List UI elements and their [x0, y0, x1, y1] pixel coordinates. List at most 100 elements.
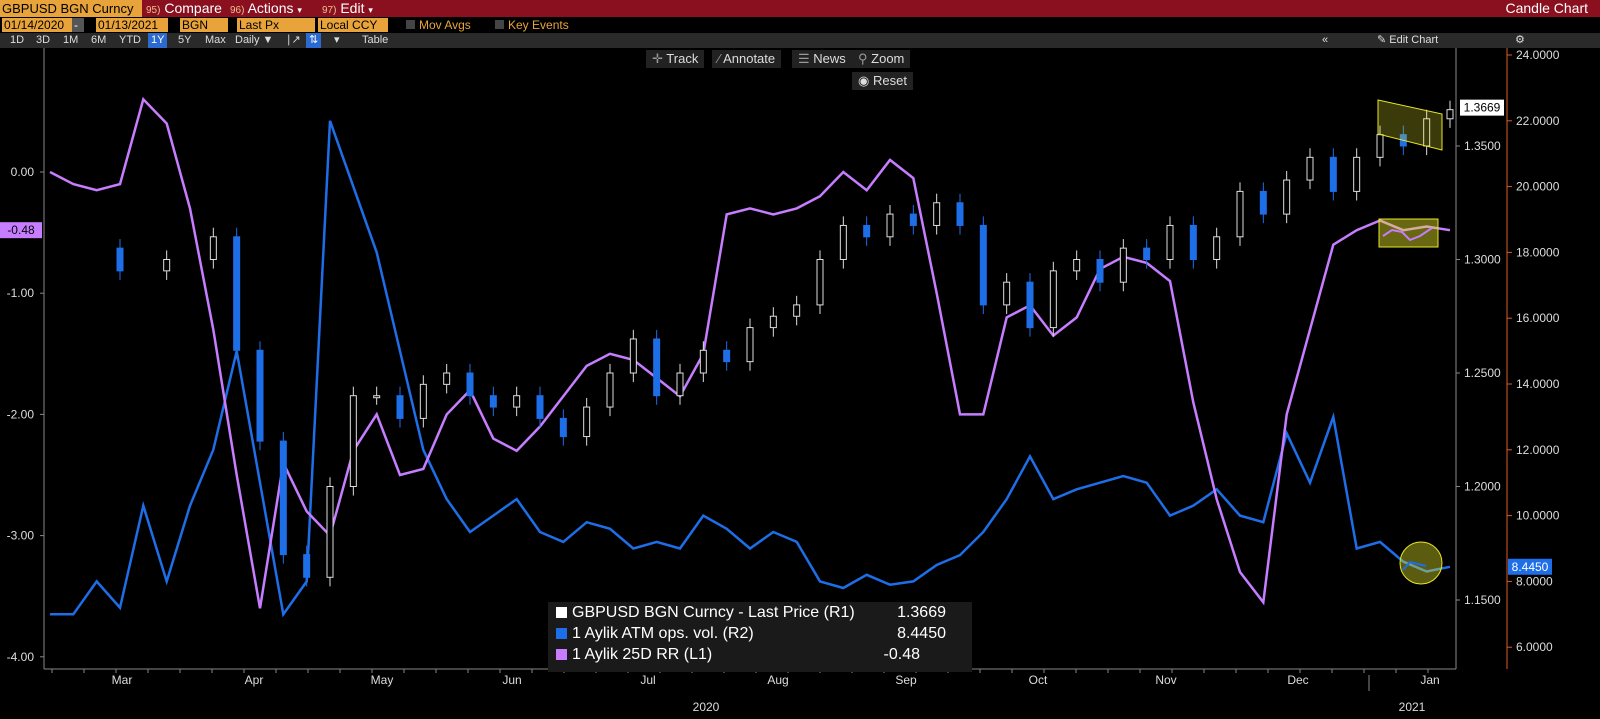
vol-series-line: [50, 120, 1451, 618]
table-button[interactable]: Table: [362, 34, 389, 46]
legend-value-price: 1.3669: [897, 604, 946, 621]
collapse-icon[interactable]: «: [1322, 34, 1329, 46]
checkbox-icon: [495, 20, 504, 29]
edit-chart-label: Edit Chart: [1389, 34, 1439, 46]
r2-tick-label: 14.0000: [1516, 377, 1560, 391]
vol-last-tag: 8.4450: [1512, 560, 1549, 574]
parameter-bar: 01/14/2020 - 01/13/2021 BGN Last Px Loca…: [0, 17, 1600, 33]
r2-tick-label: 20.0000: [1516, 180, 1560, 194]
x-tick-label: Apr: [245, 673, 264, 687]
gear-icon[interactable]: ⚙: [1515, 34, 1525, 46]
price-candle: [1423, 118, 1431, 147]
chevron-down-icon: ▾: [368, 5, 373, 15]
title-bar: GBPUSD BGN Curncy 95) Compare 96) Action…: [0, 0, 1600, 17]
price-candle: [1049, 270, 1057, 329]
vol-last-tag-bg: [1508, 558, 1552, 575]
chevron-down-icon: ▾: [297, 5, 302, 15]
price-candle: [1073, 259, 1081, 272]
period-select[interactable]: Daily ▼: [235, 34, 274, 46]
tf-5y[interactable]: 5Y: [178, 34, 192, 46]
reset-label: Reset: [872, 73, 907, 88]
price-candle: [1283, 179, 1291, 215]
price-candle: [116, 247, 124, 272]
ticker-field[interactable]: GBPUSD BGN Curncy: [0, 0, 142, 17]
x-tick-label: Jul: [640, 673, 655, 687]
tf-max[interactable]: Max: [205, 34, 226, 46]
tf-3d[interactable]: 3D: [36, 34, 51, 46]
annotate-button[interactable]: ∕ Annotate: [712, 50, 782, 68]
zoom-button[interactable]: ⚲ Zoom: [852, 50, 911, 68]
price-candle: [933, 202, 941, 226]
legend-label-rr: 1 Aylik 25D RR (L1): [572, 646, 713, 663]
chevron-down-icon[interactable]: ▾: [334, 34, 340, 46]
price-candle: [1096, 259, 1104, 283]
news-button[interactable]: ☰ News: [792, 50, 852, 68]
reset-button[interactable]: ◉ Reset: [852, 72, 913, 90]
r1-tick-label: 1.3000: [1464, 253, 1501, 267]
x-tick-label: May: [371, 673, 394, 687]
source-field[interactable]: BGN: [180, 18, 228, 32]
tf-1d[interactable]: 1D: [10, 34, 25, 46]
tf-1y[interactable]: 1Y: [148, 33, 168, 48]
start-date-field[interactable]: 01/14/2020: [2, 18, 72, 32]
key-events-toggle[interactable]: Key Events: [493, 18, 569, 32]
price-candle: [326, 486, 334, 578]
price-candle: [1399, 134, 1407, 147]
year-label: 2021: [1399, 700, 1426, 714]
mov-avgs-toggle[interactable]: Mov Avgs: [404, 18, 471, 32]
crosshair-icon: ✛: [652, 51, 663, 66]
track-label: Track: [666, 51, 699, 66]
price-candle: [256, 349, 264, 442]
price-candle: [1143, 247, 1151, 260]
price-candle: [746, 327, 754, 363]
zoom-label: Zoom: [871, 51, 905, 66]
price-candle: [1259, 190, 1267, 215]
left-tick-label: 0.00: [11, 165, 35, 179]
price-candle: [1189, 224, 1197, 260]
edit-chart-button[interactable]: ✎ Edit Chart: [1377, 33, 1438, 48]
price-candle: [303, 554, 311, 578]
price-candle: [1446, 109, 1454, 120]
year-label: 2020: [693, 700, 720, 714]
left-tick-label: -4.00: [7, 650, 35, 664]
price-candle: [279, 440, 287, 556]
price-candle: [396, 395, 404, 419]
tf-ytd[interactable]: YTD: [119, 34, 141, 46]
left-tick-label: -3.00: [7, 529, 35, 543]
line-chart-icon[interactable]: ∣↗: [286, 34, 301, 46]
currency-field[interactable]: Local CCY: [318, 18, 388, 32]
r1-tick-label: 1.2500: [1464, 366, 1501, 380]
x-tick-label: Jun: [502, 673, 521, 687]
price-candle: [583, 406, 591, 438]
date-separator: -: [72, 18, 84, 32]
end-date-field[interactable]: 01/13/2021: [96, 18, 168, 32]
price-candle: [839, 224, 847, 260]
price-candle: [1353, 156, 1361, 192]
reset-icon: ◉: [858, 73, 870, 88]
r1-tick-label: 1.2000: [1464, 480, 1501, 494]
price-candle: [629, 338, 637, 374]
r1-tick-label: 1.1500: [1464, 593, 1501, 607]
x-tick-label: Mar: [112, 673, 133, 687]
price-candle: [349, 395, 357, 488]
legend-label-vol: 1 Aylik ATM ops. vol. (R2): [572, 625, 754, 642]
price-type-field[interactable]: Last Px: [237, 18, 315, 32]
tf-6m[interactable]: 6M: [91, 34, 107, 46]
legend-value-rr: -0.48: [883, 646, 920, 663]
price-candle: [233, 236, 241, 351]
mov-avgs-label: Mov Avgs: [419, 18, 471, 32]
track-button[interactable]: ✛ Track: [646, 50, 705, 68]
rr-last-tag-bg: [0, 222, 42, 239]
left-tick-label: -2.00: [7, 407, 35, 421]
price-candle: [909, 213, 917, 226]
price-candle: [1213, 236, 1221, 261]
edit-button[interactable]: 97) Edit ▾: [322, 0, 373, 17]
candle-chart-icon[interactable]: ⇅: [306, 33, 322, 48]
compare-button[interactable]: 95) Compare: [146, 0, 222, 17]
chart-type-label[interactable]: Candle Chart: [1505, 0, 1589, 16]
actions-button[interactable]: 96) Actions ▾: [230, 0, 302, 17]
price-candle: [1003, 281, 1011, 306]
price-candle: [1166, 224, 1174, 260]
price-last-tag-bg: [1460, 99, 1504, 116]
tf-1m[interactable]: 1M: [63, 34, 79, 46]
